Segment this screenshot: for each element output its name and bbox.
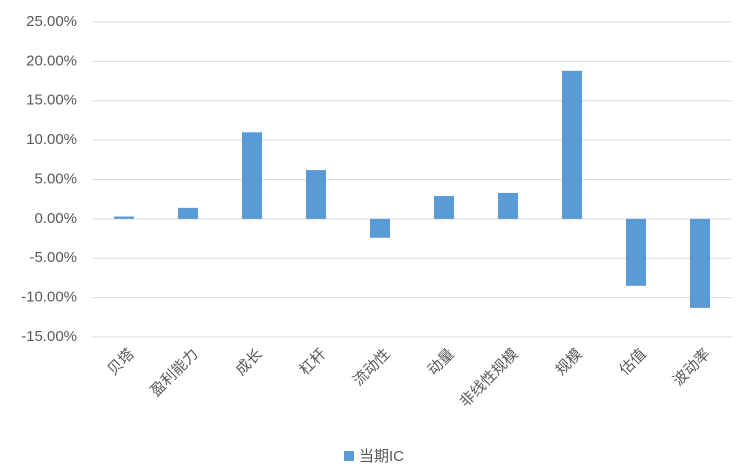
y-tick-label: 0.00% bbox=[34, 210, 77, 227]
x-tick-label: 估值 bbox=[616, 346, 649, 379]
x-tick-label: 非线性规模 bbox=[457, 346, 522, 411]
y-tick-label: -10.00% bbox=[21, 289, 77, 306]
bar bbox=[690, 218, 710, 308]
y-tick-label: 10.00% bbox=[26, 131, 77, 148]
bar bbox=[626, 218, 646, 286]
x-tick-label: 流动性 bbox=[350, 346, 394, 390]
x-tick-label: 规模 bbox=[552, 346, 585, 379]
x-tick-label: 动量 bbox=[424, 346, 457, 379]
bar bbox=[306, 170, 326, 219]
bar bbox=[242, 132, 262, 219]
legend-label: 当期IC bbox=[359, 448, 404, 465]
y-tick-label: 5.00% bbox=[34, 170, 77, 187]
x-tick-label: 盈利能力 bbox=[147, 346, 201, 400]
bar bbox=[178, 207, 198, 219]
y-tick-label: 25.00% bbox=[26, 13, 77, 30]
x-tick-label: 成长 bbox=[232, 346, 265, 379]
y-tick-label: -5.00% bbox=[29, 249, 77, 266]
y-tick-label: 20.00% bbox=[26, 52, 77, 69]
bar bbox=[434, 196, 454, 219]
x-tick-label: 杠杆 bbox=[296, 346, 329, 379]
bar bbox=[498, 192, 518, 219]
y-tick-label: 15.00% bbox=[26, 92, 77, 109]
bar bbox=[114, 216, 134, 219]
y-tick-label: -15.00% bbox=[21, 328, 77, 345]
bar bbox=[562, 70, 582, 219]
bar bbox=[370, 218, 390, 238]
legend-swatch bbox=[344, 451, 354, 461]
x-tick-label: 贝塔 bbox=[104, 346, 137, 379]
x-tick-label: 波动率 bbox=[670, 346, 714, 390]
